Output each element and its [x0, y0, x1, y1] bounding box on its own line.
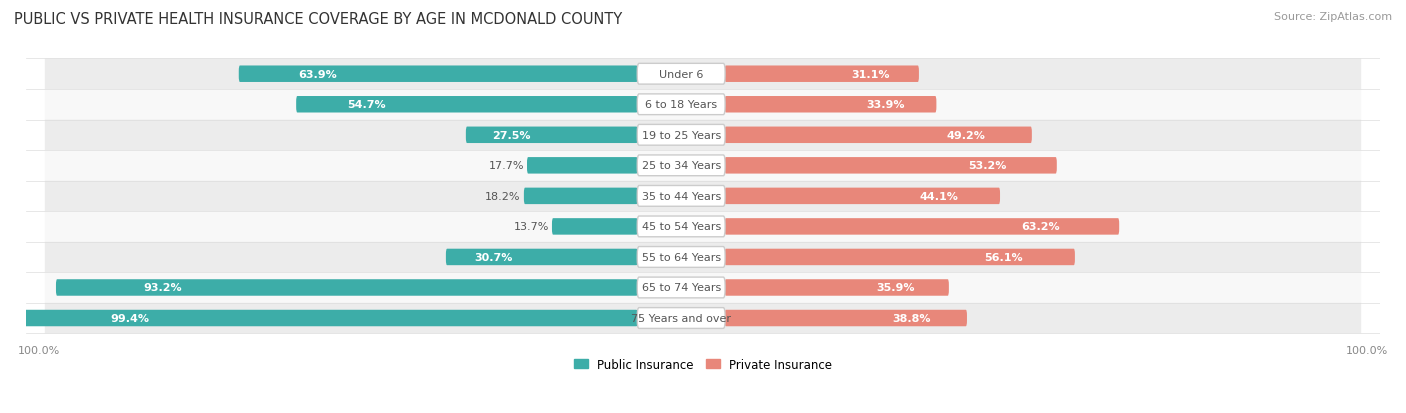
FancyBboxPatch shape: [724, 127, 1032, 144]
FancyBboxPatch shape: [553, 218, 637, 235]
FancyBboxPatch shape: [637, 247, 725, 268]
Text: 54.7%: 54.7%: [347, 100, 387, 110]
FancyBboxPatch shape: [45, 242, 1361, 273]
FancyBboxPatch shape: [637, 156, 725, 176]
Text: 38.8%: 38.8%: [891, 313, 931, 323]
FancyBboxPatch shape: [637, 125, 725, 146]
Text: 44.1%: 44.1%: [920, 191, 959, 202]
Text: 30.7%: 30.7%: [475, 252, 513, 262]
FancyBboxPatch shape: [637, 308, 725, 329]
Text: 45 to 54 Years: 45 to 54 Years: [641, 222, 721, 232]
FancyBboxPatch shape: [637, 216, 725, 237]
Legend: Public Insurance, Private Insurance: Public Insurance, Private Insurance: [569, 353, 837, 375]
Text: 63.9%: 63.9%: [298, 69, 337, 80]
Text: 13.7%: 13.7%: [513, 222, 548, 232]
FancyBboxPatch shape: [724, 310, 967, 326]
Text: 25 to 34 Years: 25 to 34 Years: [641, 161, 721, 171]
Text: 17.7%: 17.7%: [488, 161, 524, 171]
FancyBboxPatch shape: [239, 66, 637, 83]
FancyBboxPatch shape: [45, 181, 1361, 211]
FancyBboxPatch shape: [724, 97, 936, 113]
Text: Under 6: Under 6: [659, 69, 703, 80]
FancyBboxPatch shape: [45, 59, 1361, 90]
FancyBboxPatch shape: [637, 186, 725, 207]
FancyBboxPatch shape: [524, 188, 637, 204]
FancyBboxPatch shape: [724, 218, 1119, 235]
FancyBboxPatch shape: [45, 120, 1361, 151]
Text: 75 Years and over: 75 Years and over: [631, 313, 731, 323]
FancyBboxPatch shape: [446, 249, 637, 266]
Text: 56.1%: 56.1%: [984, 252, 1022, 262]
Text: 31.1%: 31.1%: [851, 69, 890, 80]
Text: 27.5%: 27.5%: [492, 131, 530, 140]
FancyBboxPatch shape: [527, 158, 637, 174]
FancyBboxPatch shape: [724, 188, 1000, 204]
Text: 99.4%: 99.4%: [110, 313, 149, 323]
FancyBboxPatch shape: [465, 127, 637, 144]
FancyBboxPatch shape: [724, 249, 1076, 266]
Text: Source: ZipAtlas.com: Source: ZipAtlas.com: [1274, 12, 1392, 22]
FancyBboxPatch shape: [45, 303, 1361, 333]
FancyBboxPatch shape: [56, 280, 637, 296]
FancyBboxPatch shape: [45, 151, 1361, 181]
Text: 33.9%: 33.9%: [866, 100, 904, 110]
FancyBboxPatch shape: [637, 95, 725, 115]
Text: 18.2%: 18.2%: [485, 191, 520, 202]
FancyBboxPatch shape: [45, 211, 1361, 242]
Text: 93.2%: 93.2%: [143, 283, 181, 293]
FancyBboxPatch shape: [637, 64, 725, 85]
FancyBboxPatch shape: [297, 97, 637, 113]
Text: 19 to 25 Years: 19 to 25 Years: [641, 131, 721, 140]
Text: 6 to 18 Years: 6 to 18 Years: [645, 100, 717, 110]
Text: 53.2%: 53.2%: [969, 161, 1007, 171]
Text: 63.2%: 63.2%: [1021, 222, 1060, 232]
Text: 55 to 64 Years: 55 to 64 Years: [641, 252, 721, 262]
Text: 35.9%: 35.9%: [877, 283, 915, 293]
Text: PUBLIC VS PRIVATE HEALTH INSURANCE COVERAGE BY AGE IN MCDONALD COUNTY: PUBLIC VS PRIVATE HEALTH INSURANCE COVER…: [14, 12, 623, 27]
Text: 49.2%: 49.2%: [946, 131, 986, 140]
FancyBboxPatch shape: [724, 280, 949, 296]
FancyBboxPatch shape: [45, 90, 1361, 120]
FancyBboxPatch shape: [45, 273, 1361, 303]
FancyBboxPatch shape: [724, 66, 920, 83]
FancyBboxPatch shape: [637, 278, 725, 298]
FancyBboxPatch shape: [17, 310, 637, 326]
Text: 35 to 44 Years: 35 to 44 Years: [641, 191, 721, 202]
Text: 65 to 74 Years: 65 to 74 Years: [641, 283, 721, 293]
FancyBboxPatch shape: [724, 158, 1057, 174]
